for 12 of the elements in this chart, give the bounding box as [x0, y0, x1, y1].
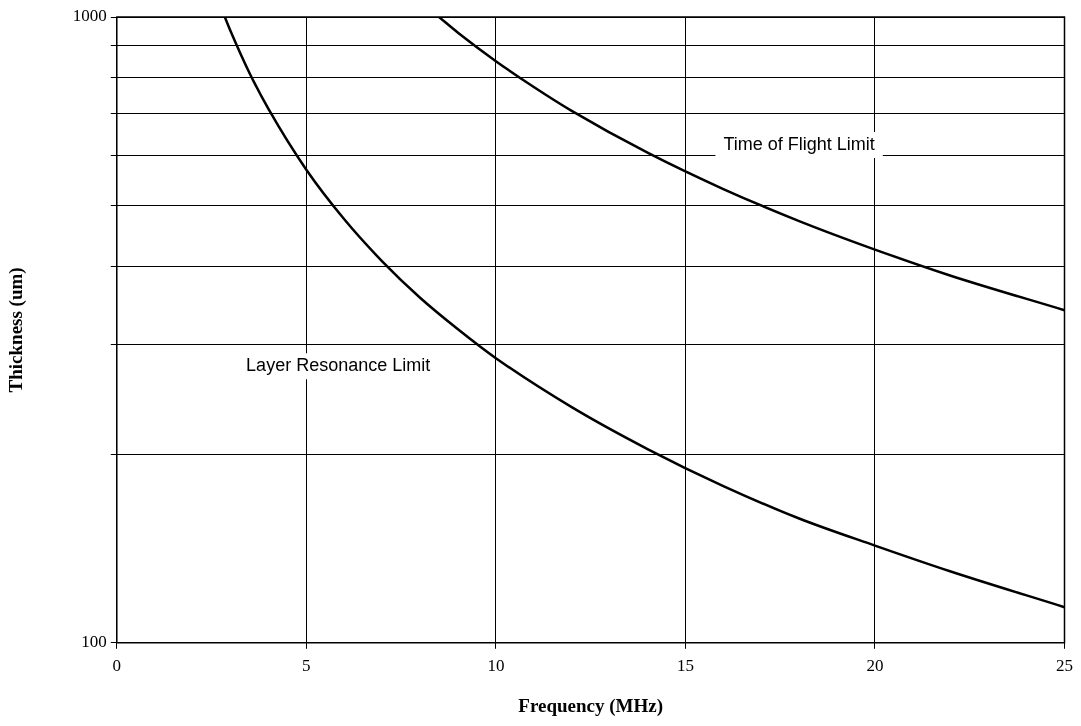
x-tick-label: 20	[866, 656, 884, 676]
y-tick-label: 100	[81, 632, 107, 652]
x-tick-label: 25	[1056, 656, 1073, 676]
y-tick-label: 1000	[72, 6, 107, 26]
y-axis-title: Thickness (um)	[5, 267, 28, 393]
text: Layer Resonance Limit	[246, 355, 431, 376]
x-tick-label: 15	[676, 656, 694, 676]
series-label: Time of Flight Limit	[723, 134, 875, 155]
x-axis-title: Frequency (MHz)	[518, 694, 664, 717]
x-tick-label: 0	[112, 656, 122, 676]
x-tick-label: 10	[487, 656, 505, 676]
x-tick-label: 5	[302, 656, 311, 676]
